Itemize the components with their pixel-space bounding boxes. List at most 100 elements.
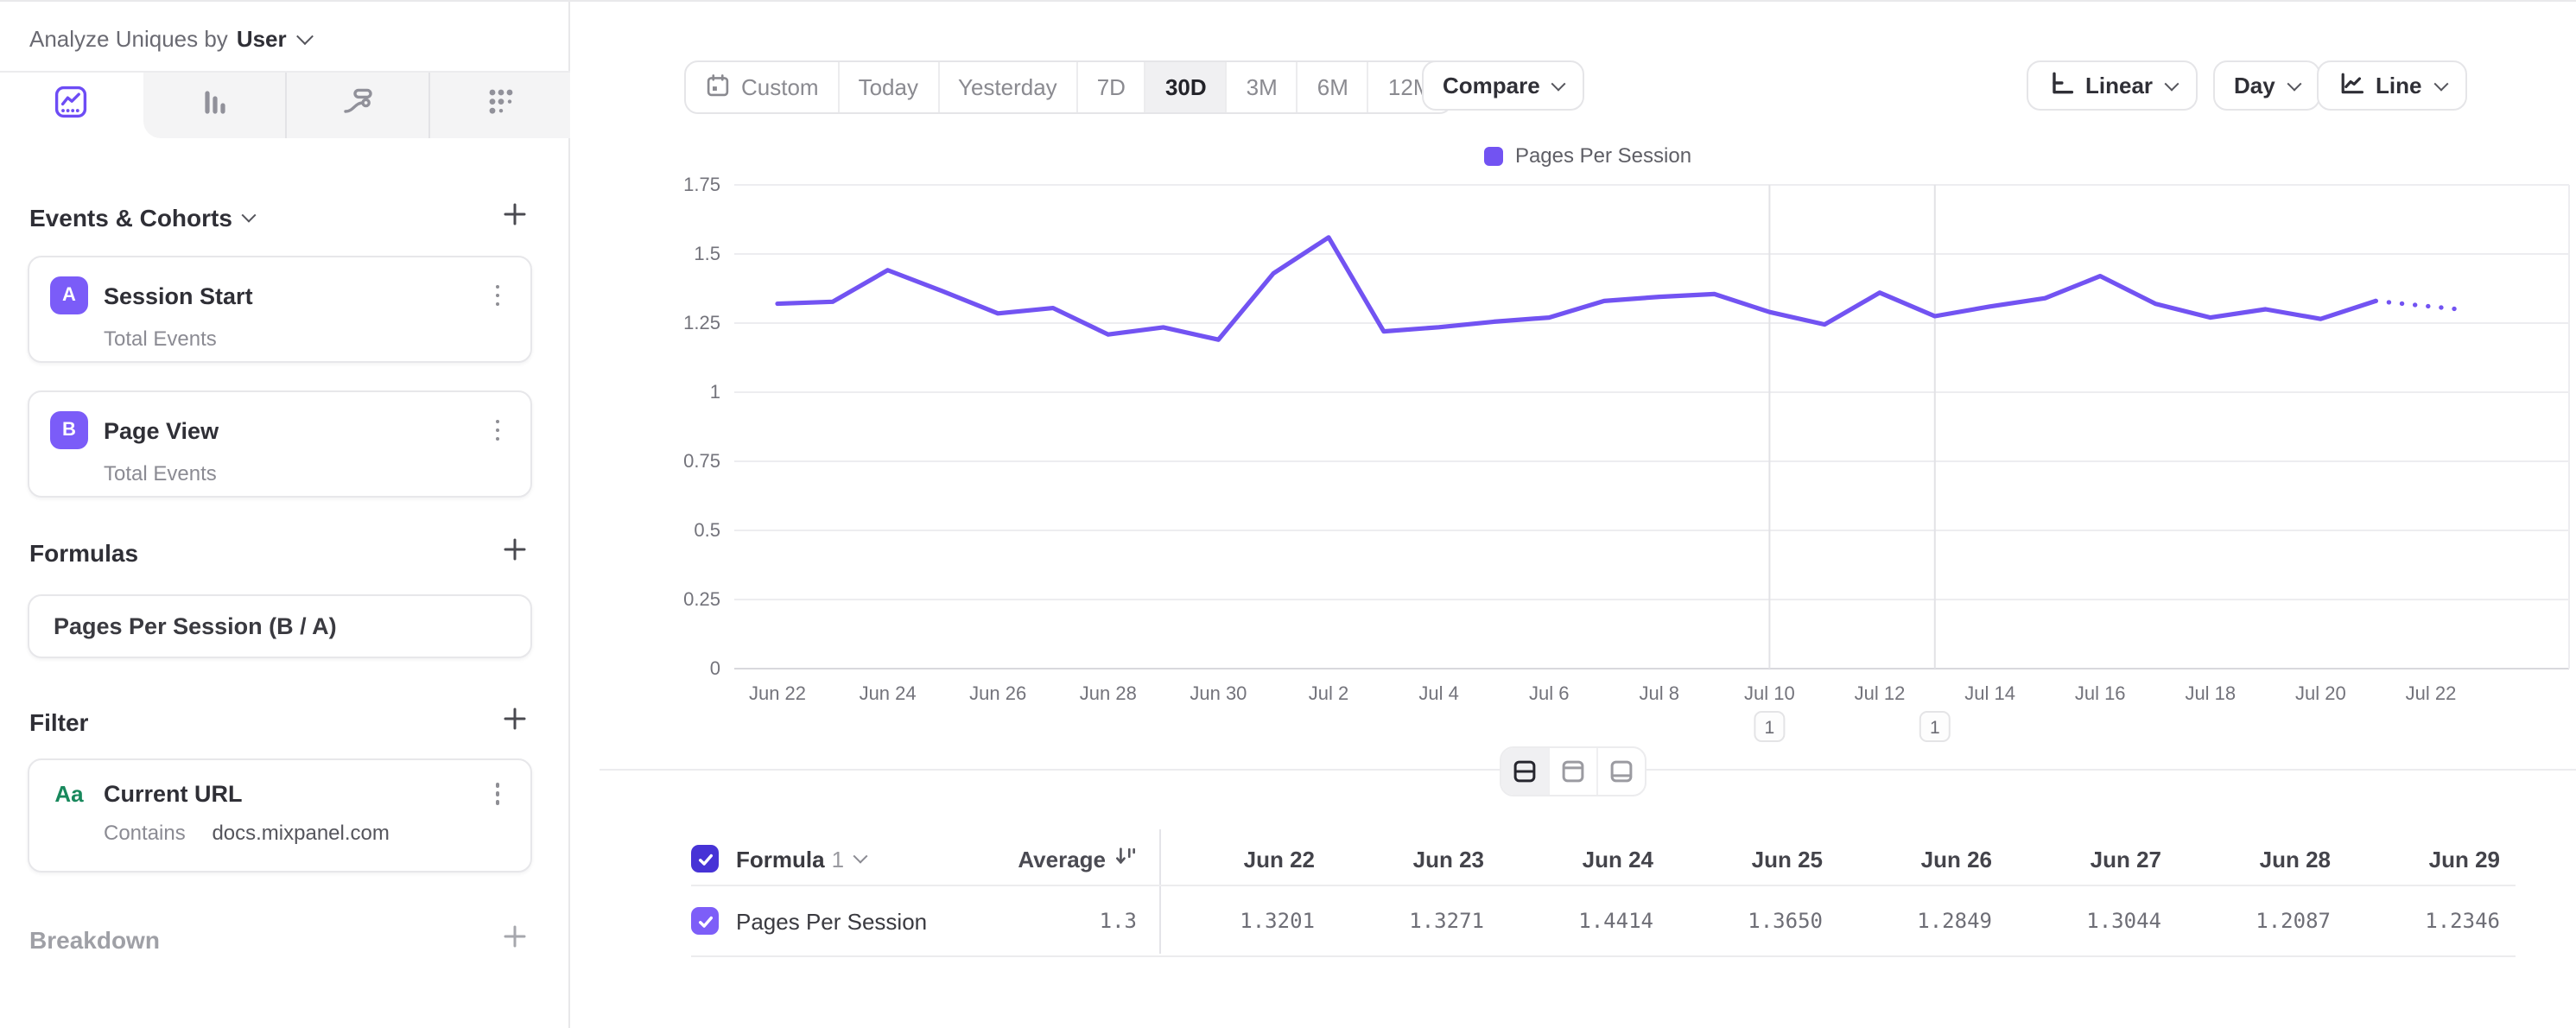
flows-icon — [340, 84, 375, 127]
svg-text:Jun 30: Jun 30 — [1190, 682, 1247, 704]
event-card-a[interactable]: A Session Start Total Events — [28, 256, 532, 363]
query-sidebar: Analyze Uniques by User — [0, 2, 570, 1028]
filter-operator[interactable]: Contains — [104, 820, 186, 845]
column-header[interactable]: Jun 22 — [1243, 846, 1315, 872]
kebab-menu-icon[interactable] — [485, 416, 510, 445]
cell-value: 1.3201 — [1240, 909, 1315, 933]
column-header[interactable]: Jun 29 — [2428, 846, 2500, 872]
svg-text:1: 1 — [710, 381, 720, 403]
date-range-yesterday[interactable]: Yesterday — [937, 62, 1076, 112]
annotation-badge[interactable]: 1 — [1919, 711, 1951, 742]
svg-text:Jun 28: Jun 28 — [1080, 682, 1137, 704]
event-card-b[interactable]: B Page View Total Events — [28, 390, 532, 498]
insights-icon — [53, 82, 91, 129]
column-header[interactable]: Jun 26 — [1920, 846, 1992, 872]
cell-value: 1.2849 — [1917, 909, 1992, 933]
chart-type-selector-button[interactable]: Line — [2317, 60, 2467, 111]
add-formula-button[interactable] — [503, 537, 527, 567]
interval-selector-button[interactable]: Day — [2213, 60, 2320, 111]
date-range-6m[interactable]: 6M — [1296, 62, 1367, 112]
breakdown-section-header: Breakdown — [29, 924, 541, 954]
chevron-down-icon — [1551, 75, 1567, 91]
event-aggregation[interactable]: Total Events — [104, 461, 217, 485]
formula-expression[interactable]: Pages Per Session (B / A) — [54, 613, 337, 639]
legend-item[interactable]: Pages Per Session — [1483, 143, 1691, 168]
legend-swatch — [1483, 146, 1503, 165]
svg-text:1: 1 — [1765, 718, 1775, 738]
table-view-button[interactable] — [1596, 748, 1645, 795]
chevron-down-icon[interactable] — [295, 27, 314, 45]
filter-property[interactable]: Current URL — [104, 780, 243, 807]
column-header[interactable]: Jun 28 — [2259, 846, 2331, 872]
svg-text:Jul 22: Jul 22 — [2406, 682, 2457, 704]
event-title[interactable]: Page View — [104, 417, 219, 443]
date-range-30d[interactable]: 30D — [1144, 62, 1226, 112]
svg-text:Jul 20: Jul 20 — [2295, 682, 2346, 704]
layout-toggle-control — [1500, 746, 1646, 796]
formula-group-dropdown[interactable]: Formula 1 — [736, 846, 867, 872]
compare-button[interactable]: Compare — [1422, 60, 1585, 111]
date-range-7d[interactable]: 7D — [1075, 62, 1145, 112]
chart-legend: Pages Per Session — [600, 143, 2576, 168]
date-range-control: Custom Today Yesterday 7D 30D 3M 6M 12M — [684, 60, 1453, 114]
scale-selector-button[interactable]: Linear — [2027, 60, 2198, 111]
split-view-button[interactable] — [1501, 748, 1548, 795]
add-filter-button[interactable] — [503, 707, 527, 736]
chevron-down-icon — [852, 848, 867, 864]
event-aggregation[interactable]: Total Events — [104, 327, 217, 351]
event-title[interactable]: Session Start — [104, 282, 253, 308]
column-header[interactable]: Jun 27 — [2090, 846, 2161, 872]
date-range-today[interactable]: Today — [837, 62, 937, 112]
tab-retention-report[interactable] — [428, 73, 570, 138]
svg-text:Jul 8: Jul 8 — [1640, 682, 1679, 704]
chevron-down-icon[interactable] — [242, 206, 257, 222]
average-sort-button[interactable]: Average — [1018, 845, 1137, 873]
column-header[interactable]: Jun 25 — [1751, 846, 1823, 872]
results-table: Formula 1 Average Jun 22 Jun 23 Jun 24 — [691, 833, 2516, 957]
svg-text:0.25: 0.25 — [683, 588, 720, 610]
cell-value: 1.2346 — [2425, 909, 2500, 933]
filter-section-title: Filter — [29, 708, 89, 735]
chevron-down-icon — [2287, 75, 2302, 91]
svg-text:Jun 26: Jun 26 — [969, 682, 1026, 704]
linear-scale-icon — [2047, 69, 2075, 102]
series-name: Pages Per Session — [736, 908, 928, 934]
select-all-checkbox[interactable] — [691, 845, 719, 873]
formula-card[interactable]: Pages Per Session (B / A) — [28, 594, 532, 658]
svg-text:Jul 4: Jul 4 — [1418, 682, 1458, 704]
line-chart[interactable]: 0 0.25 0.5 0.75 1 1.25 1.5 1.75 1 1 Jun 22 Jun 24 Ju… — [600, 140, 2576, 762]
kebab-menu-icon[interactable] — [485, 779, 510, 809]
date-range-custom[interactable]: Custom — [686, 62, 838, 112]
table-column-divider — [1159, 829, 1161, 954]
chevron-down-icon — [2164, 75, 2179, 91]
filter-card[interactable]: Aa Current URL Contains docs.mixpanel.co… — [28, 758, 532, 873]
column-header[interactable]: Jun 24 — [1582, 846, 1653, 872]
kebab-menu-icon[interactable] — [485, 281, 510, 310]
divider — [0, 71, 570, 73]
add-event-button[interactable] — [503, 202, 527, 232]
filter-condition[interactable]: Contains docs.mixpanel.com — [104, 821, 510, 845]
average-value: 1.3 — [1099, 909, 1137, 933]
report-tabs — [0, 73, 570, 138]
svg-text:Jul 6: Jul 6 — [1529, 682, 1569, 704]
chart-view-button[interactable] — [1548, 748, 1596, 795]
filter-value[interactable]: docs.mixpanel.com — [212, 820, 390, 845]
svg-text:0.75: 0.75 — [683, 450, 720, 472]
analyze-by-value[interactable]: User — [236, 25, 287, 51]
svg-text:Jul 18: Jul 18 — [2185, 682, 2236, 704]
tab-flows-report[interactable] — [285, 73, 428, 138]
tab-insights[interactable] — [0, 73, 143, 138]
svg-text:Jul 12: Jul 12 — [1855, 682, 1906, 704]
tab-bar-report[interactable] — [143, 73, 285, 138]
analyze-by-label: Analyze Uniques by — [29, 25, 228, 51]
date-range-3m[interactable]: 3M — [1225, 62, 1297, 112]
column-header[interactable]: Jun 23 — [1412, 846, 1484, 872]
events-section-header: Events & Cohorts — [29, 202, 541, 232]
annotation-badge[interactable]: 1 — [1754, 711, 1786, 742]
add-breakdown-button[interactable] — [503, 924, 527, 954]
row-checkbox[interactable] — [691, 907, 719, 935]
line-chart-icon — [2338, 69, 2365, 102]
table-row[interactable]: Pages Per Session 1.3 1.3201 1.3271 1.44… — [691, 886, 2516, 957]
cell-value: 1.3271 — [1409, 909, 1484, 933]
svg-text:Jun 24: Jun 24 — [860, 682, 917, 704]
